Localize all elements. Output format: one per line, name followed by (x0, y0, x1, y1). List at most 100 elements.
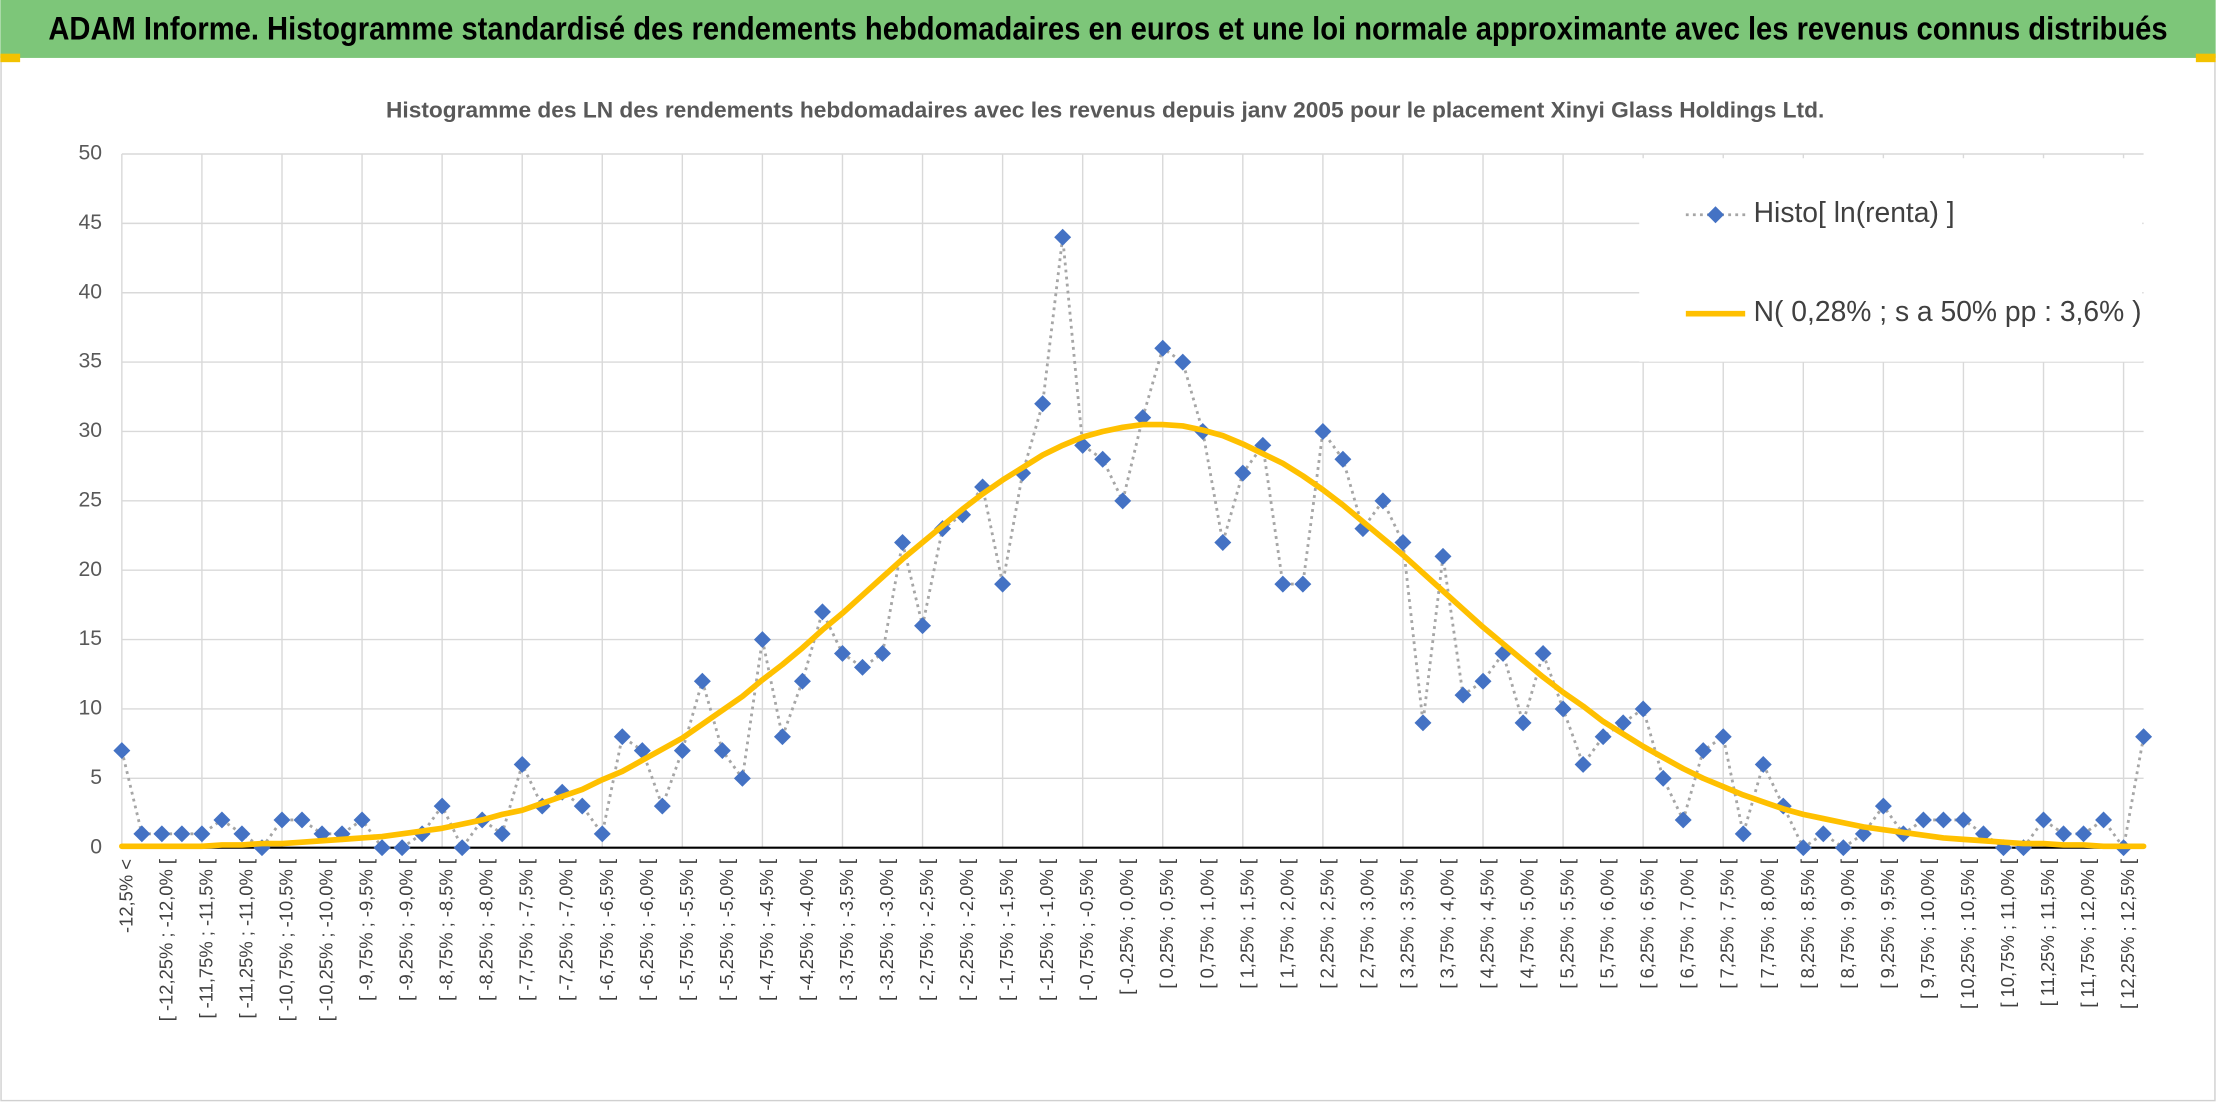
y-tick-label: 40 (78, 280, 102, 303)
x-tick-label: [ -0,25% ; 0,0% [ (1116, 859, 1137, 995)
x-tick-label: [ -2,75% ; -2,5% [ (916, 859, 937, 1001)
data-point (193, 825, 211, 843)
data-point (2035, 811, 2052, 829)
x-tick-label: [ 8,75% ; 9,0% [ (1837, 859, 1858, 989)
x-tick-label: [ -9,25% ; -9,0% [ (396, 859, 417, 1001)
header-bar (0, 0, 2216, 58)
data-point (1694, 742, 1712, 760)
data-point (1674, 811, 1692, 829)
data-point (753, 631, 771, 649)
x-tick-label: [ 4,75% ; 5,0% [ (1517, 859, 1538, 989)
x-tick-label: [ -5,25% ; -5,0% [ (716, 859, 737, 1001)
data-point (113, 742, 131, 760)
x-tick-label: [ -8,75% ; -8,5% [ (436, 859, 457, 1001)
data-point (373, 839, 391, 857)
y-tick-label: 30 (78, 419, 102, 442)
x-tick-label: [ -3,75% ; -3,5% [ (836, 859, 857, 1001)
data-point (854, 658, 871, 676)
x-tick-label: [ -1,25% ; -1,0% [ (1036, 859, 1057, 1001)
data-point (773, 728, 791, 746)
legend-box (1639, 158, 2143, 362)
data-point (2075, 825, 2093, 843)
data-point (1234, 464, 1252, 482)
x-tick-label: [ -7,25% ; -7,0% [ (556, 859, 577, 1001)
data-point (733, 769, 751, 787)
data-point (393, 839, 411, 857)
y-tick-label: 5 (90, 766, 102, 789)
data-point (914, 617, 932, 635)
x-tick-label: [ -9,75% ; -9,5% [ (356, 859, 377, 1001)
x-tick-label: [ 2,75% ; 3,0% [ (1356, 859, 1377, 989)
data-point (153, 825, 171, 843)
data-point (1874, 797, 1892, 815)
x-tick-label: [ -11,75% ; -11,5% [ (195, 859, 216, 1019)
data-point (673, 742, 691, 760)
data-point (1634, 700, 1652, 718)
x-tick-label: [ -2,25% ; -2,0% [ (956, 859, 977, 1001)
data-point (2135, 728, 2153, 746)
data-point (1934, 811, 1952, 829)
data-point (2095, 811, 2113, 829)
x-tick-label: [ 9,25% ; 9,5% [ (1877, 859, 1898, 989)
x-tick-label: [ -1,75% ; -1,5% [ (996, 859, 1017, 1001)
data-point (1954, 811, 1972, 829)
x-tick-label: [ 3,75% ; 4,0% [ (1436, 859, 1457, 989)
data-point (353, 811, 371, 829)
x-tick-label: [ 1,25% ; 1,5% [ (1236, 859, 1257, 989)
data-point (1214, 533, 1232, 551)
data-point (713, 742, 731, 760)
x-tick-label: [ 11,75% ; 12,0% [ (2077, 859, 2098, 1008)
data-point (573, 797, 591, 815)
x-tick-label: [ -12,25% ; -12,0% [ (155, 859, 176, 1021)
x-tick-label: [ 12,25% ; 12,5% [ (2117, 859, 2138, 1009)
y-tick-label: 10 (78, 697, 102, 720)
y-tick-label: 20 (78, 558, 102, 581)
data-point (293, 811, 311, 829)
data-point (1914, 811, 1932, 829)
data-point (874, 644, 891, 662)
x-tick-label: [ 6,75% ; 7,0% [ (1677, 859, 1698, 989)
legend-label: N( 0,28% ; s a 50% pp : 3,6% ) (1754, 295, 2142, 327)
data-point (213, 811, 231, 829)
x-tick-label: [ 4,25% ; 4,5% [ (1477, 859, 1498, 989)
header-title: ADAM Informe. Histogramme standardisé de… (48, 11, 2167, 47)
data-point (1154, 339, 1172, 357)
data-point (693, 672, 711, 690)
x-tick-label: -12,5% < (115, 859, 136, 933)
x-tick-label: [ -10,75% ; -10,5% [ (275, 859, 296, 1021)
data-point (1554, 700, 1572, 718)
data-point (613, 728, 631, 746)
y-tick-label: 0 (90, 835, 102, 858)
data-point (1314, 422, 1332, 440)
data-point (1454, 686, 1472, 704)
data-point (1714, 728, 1732, 746)
data-point (593, 825, 611, 843)
data-point (813, 603, 831, 621)
data-point (233, 825, 251, 843)
chart-title: Histogramme des LN des rendements hebdom… (386, 98, 1824, 123)
y-tick-label: 25 (78, 488, 102, 511)
series-line (119, 421, 2147, 850)
x-tick-label: [ -6,25% ; -6,0% [ (636, 859, 657, 1001)
x-tick-label: [ 2,25% ; 2,5% [ (1316, 859, 1337, 989)
data-point (1474, 672, 1492, 690)
data-point (433, 797, 451, 815)
x-tick-label: [ -0,75% ; -0,5% [ (1076, 859, 1097, 1001)
x-tick-label: [ 7,75% ; 8,0% [ (1757, 859, 1778, 989)
x-tick-label: [ 8,25% ; 8,5% [ (1797, 859, 1818, 989)
x-tick-label: [ 10,75% ; 11,0% [ (1997, 859, 2018, 1008)
x-tick-label: [ 1,75% ; 2,0% [ (1276, 859, 1297, 989)
data-point (493, 825, 511, 843)
data-point (653, 797, 671, 815)
data-point (1114, 492, 1132, 510)
data-point (894, 533, 912, 551)
data-point (513, 755, 531, 773)
x-tick-label: [ -4,25% ; -4,0% [ (796, 859, 817, 1001)
x-tick-label: [ 6,25% ; 6,5% [ (1637, 859, 1658, 989)
data-point (1294, 575, 1312, 593)
data-point (173, 825, 191, 843)
x-tick-label: [ 11,25% ; 11,5% [ (2037, 859, 2058, 1006)
x-tick-label: [ 10,25% ; 10,5% [ (1957, 859, 1978, 1009)
x-tick-label: [ 0,25% ; 0,5% [ (1156, 859, 1177, 989)
data-point (1434, 547, 1452, 565)
